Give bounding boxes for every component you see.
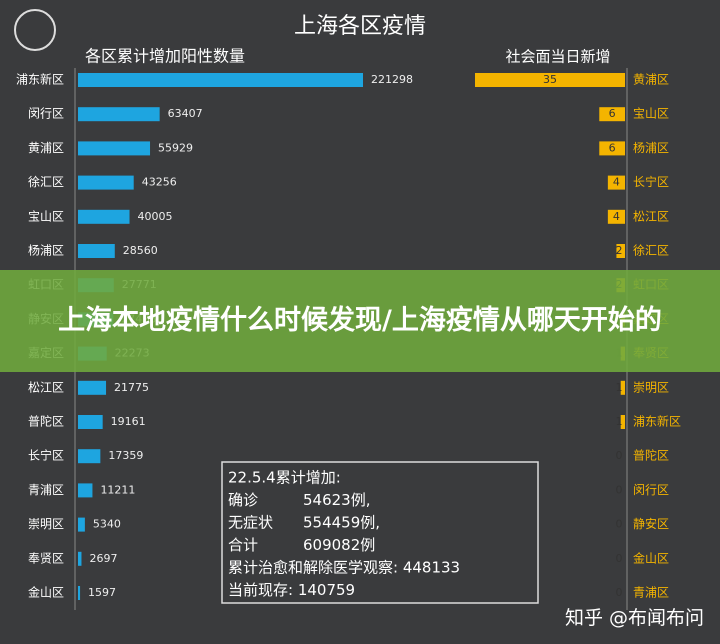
value-label: 0 xyxy=(616,518,623,531)
bar xyxy=(78,244,115,258)
value-label: 28560 xyxy=(123,244,158,257)
value-label: 1 xyxy=(616,381,623,394)
value-label: 4 xyxy=(613,176,620,189)
value-label: 6 xyxy=(609,141,616,154)
y-tick-label: 黄浦区 xyxy=(28,141,64,155)
bar xyxy=(475,73,625,87)
watermark: 知乎 @布闻布问 xyxy=(564,607,704,629)
value-label: 11211 xyxy=(100,483,135,496)
y-tick-label: 普陀区 xyxy=(633,448,669,463)
y-tick-label: 普陀区 xyxy=(28,414,64,429)
logo xyxy=(14,9,56,51)
value-label: 19161 xyxy=(111,415,146,428)
value-label: 0 xyxy=(616,586,623,599)
banner: 上海本地疫情什么时候发现/上海疫情从哪天开始的 xyxy=(0,270,720,372)
bar xyxy=(78,586,81,600)
y-tick-label: 长宁区 xyxy=(633,174,669,189)
bar xyxy=(78,107,160,122)
y-tick-label: 闵行区 xyxy=(28,106,64,121)
y-tick-label: 杨浦区 xyxy=(633,140,669,155)
value-label: 4 xyxy=(613,210,620,223)
y-tick-label: 崇明区 xyxy=(28,517,64,531)
annotation: 合计 609082例 xyxy=(228,536,375,554)
value-label: 0 xyxy=(616,552,623,565)
y-tick-label: 静安区 xyxy=(633,516,669,531)
y-tick-label: 徐汇区 xyxy=(28,174,64,189)
bar xyxy=(78,551,82,566)
bar xyxy=(599,107,625,122)
annotation: 22.5.4累计增加: xyxy=(228,469,341,487)
y-tick-label: 金山区 xyxy=(28,585,64,600)
value-label: 1597 xyxy=(88,586,116,599)
right-subtitle: 社会面当日新增 xyxy=(505,48,610,66)
bar xyxy=(78,483,93,498)
value-label: 2697 xyxy=(89,552,117,565)
bar xyxy=(78,209,130,224)
y-tick-label: 金山区 xyxy=(633,550,669,565)
value-label: 17359 xyxy=(108,449,143,462)
bar xyxy=(78,73,363,87)
y-tick-label: 青浦区 xyxy=(28,483,64,497)
annotation: 累计治愈和解除医学观察: 448133 xyxy=(228,559,460,577)
bar xyxy=(78,141,151,156)
value-label: 21775 xyxy=(114,381,149,394)
y-tick-label: 松江区 xyxy=(28,380,64,394)
value-label: 6 xyxy=(609,107,616,120)
annotation: 确诊 54623例, xyxy=(228,491,371,509)
annotation: 无症状 554459例, xyxy=(228,514,380,532)
y-tick-label: 宝山区 xyxy=(633,107,669,121)
bar xyxy=(620,380,625,395)
y-tick-label: 徐汇区 xyxy=(633,243,669,258)
value-label: 35 xyxy=(543,73,557,86)
y-tick-label: 崇明区 xyxy=(633,380,669,394)
y-tick-label: 黄浦区 xyxy=(633,73,669,87)
y-tick-label: 杨浦区 xyxy=(28,243,64,258)
y-tick-label: 松江区 xyxy=(633,209,669,223)
bar xyxy=(78,517,85,532)
chart-title: 上海各区疫情 xyxy=(294,14,426,39)
bar xyxy=(78,380,107,395)
bar xyxy=(616,244,625,258)
value-label: 2 xyxy=(616,244,623,257)
y-tick-label: 宝山区 xyxy=(28,209,64,223)
annotation-box xyxy=(221,461,539,604)
value-label: 40005 xyxy=(138,210,173,223)
left-subtitle: 各区累计增加阳性数量 xyxy=(85,47,245,66)
bar xyxy=(78,415,103,429)
bar xyxy=(78,449,101,464)
bar xyxy=(607,175,625,190)
bar xyxy=(78,175,134,190)
value-label: 0 xyxy=(616,483,623,496)
annotation: 当前现存: 140759 xyxy=(228,581,355,599)
bar xyxy=(620,415,625,429)
bar xyxy=(599,141,625,156)
value-label: 0 xyxy=(616,449,623,462)
value-label: 221298 xyxy=(371,73,413,86)
y-tick-label: 闵行区 xyxy=(633,482,669,497)
y-tick-label: 浦东新区 xyxy=(633,414,681,429)
y-tick-label: 青浦区 xyxy=(633,586,669,600)
y-tick-label: 奉贤区 xyxy=(28,551,64,565)
y-tick-label: 长宁区 xyxy=(28,448,64,463)
value-label: 63407 xyxy=(168,107,203,120)
bar xyxy=(607,209,625,224)
value-label: 43256 xyxy=(142,176,177,189)
y-tick-label: 浦东新区 xyxy=(16,72,64,87)
value-label: 5340 xyxy=(93,518,121,531)
value-label: 1 xyxy=(616,415,623,428)
value-label: 55929 xyxy=(158,141,193,154)
